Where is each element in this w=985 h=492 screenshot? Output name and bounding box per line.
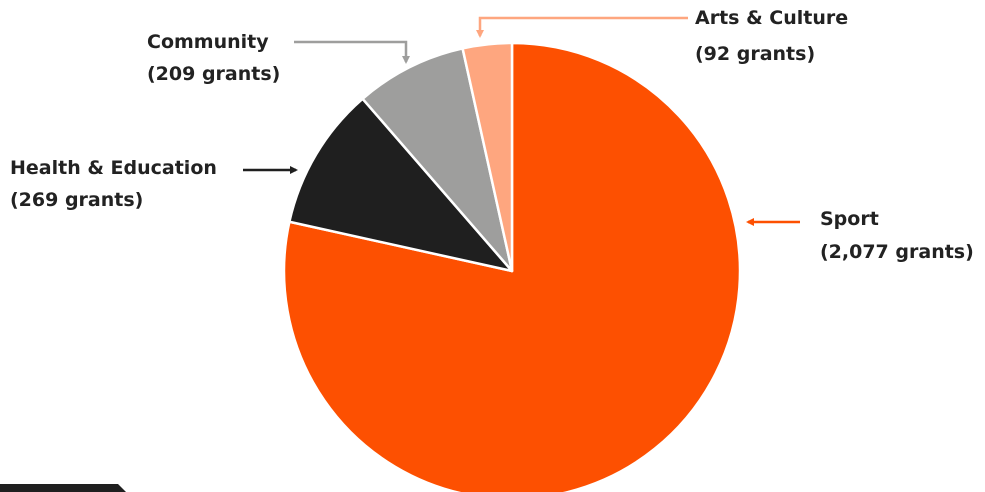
pointer-arrow-arts-culture — [476, 16, 688, 38]
label-community-name: Community — [147, 31, 269, 53]
label-health-education-count: (269 grants) — [10, 189, 143, 211]
label-arts-culture-count: (92 grants) — [695, 43, 815, 65]
pie-slices — [282, 41, 742, 492]
pie-slice-sport — [282, 41, 742, 492]
pie-slice-health-education — [288, 97, 514, 273]
label-health-education-name: Health & Education — [10, 157, 217, 179]
corner-tab — [0, 484, 126, 492]
label-sport-name: Sport — [820, 208, 879, 230]
label-community-count: (209 grants) — [147, 63, 280, 85]
pie-slice-arts-culture — [461, 41, 514, 273]
label-arts-culture-name: Arts & Culture — [695, 7, 848, 29]
pointer-arrow-community — [294, 40, 410, 64]
label-sport-count: (2,077 grants) — [820, 241, 974, 263]
